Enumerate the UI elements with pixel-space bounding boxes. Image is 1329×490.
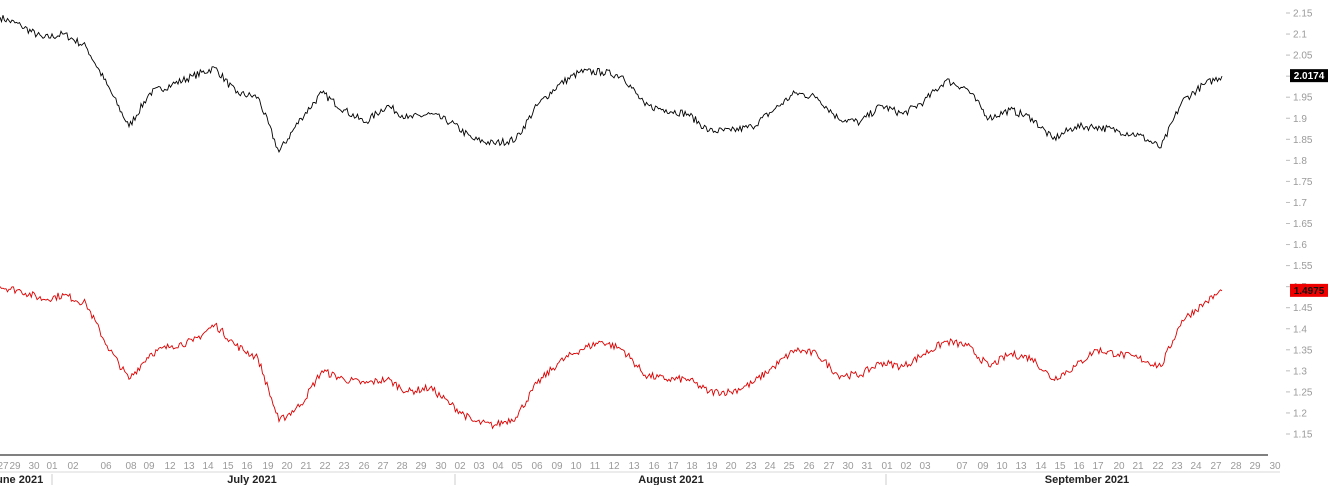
x-tick-label: 30 xyxy=(842,461,854,472)
x-tick-label: 03 xyxy=(473,461,485,472)
x-tick-label: 18 xyxy=(686,461,698,472)
x-month-label: June 2021 xyxy=(0,474,43,485)
y-tick-label: 1.45 xyxy=(1293,303,1313,314)
y-tick-label: 1.7 xyxy=(1293,198,1307,209)
x-tick-label: 23 xyxy=(338,461,350,472)
x-tick-label: 01 xyxy=(881,461,893,472)
x-tick-label: 14 xyxy=(202,461,214,472)
y-tick-label: 1.65 xyxy=(1293,219,1313,230)
y-tick-label: 1.95 xyxy=(1293,93,1313,104)
last-value-badges: 2.0174 1.4975 xyxy=(1290,69,1328,297)
x-tick-label: 16 xyxy=(1073,461,1085,472)
x-tick-label: 26 xyxy=(803,461,815,472)
x-tick-label: 06 xyxy=(531,461,543,472)
x-tick-label: 13 xyxy=(183,461,195,472)
x-tick-label: 30 xyxy=(1269,461,1281,472)
y-tick-label: 1.25 xyxy=(1293,387,1313,398)
y-tick-label: 1.2 xyxy=(1293,408,1307,419)
x-tick-label: 13 xyxy=(1015,461,1027,472)
x-tick-label: 16 xyxy=(241,461,253,472)
y-tick-label: 1.55 xyxy=(1293,261,1313,272)
x-tick-label: 23 xyxy=(745,461,757,472)
x-tick-label: 29 xyxy=(9,461,21,472)
x-tick-label: 28 xyxy=(1230,461,1242,472)
y-tick-label: 2.15 xyxy=(1293,9,1313,20)
x-tick-label: 17 xyxy=(667,461,679,472)
x-tick-label: 26 xyxy=(358,461,370,472)
y-tick-label: 1.9 xyxy=(1293,114,1307,125)
y-tick-label: 2.05 xyxy=(1293,51,1313,62)
x-tick-label: 29 xyxy=(1249,461,1261,472)
y-tick-label: 2.1 xyxy=(1293,30,1307,41)
x-tick-label: 21 xyxy=(300,461,312,472)
x-tick-label: 30 xyxy=(435,461,447,472)
x-tick-label: 24 xyxy=(1190,461,1202,472)
x-tick-label: 21 xyxy=(1132,461,1144,472)
x-month-label: July 2021 xyxy=(227,474,277,485)
x-tick-label: 03 xyxy=(919,461,931,472)
x-tick-label: 29 xyxy=(415,461,427,472)
x-tick-label: 20 xyxy=(281,461,293,472)
x-tick-label: 17 xyxy=(1092,461,1104,472)
series-layer xyxy=(0,15,1223,430)
series-line-1 xyxy=(0,286,1223,430)
x-tick-label: 28 xyxy=(396,461,408,472)
last-value-badge-bg xyxy=(1290,283,1328,297)
y-tick-label: 1.8 xyxy=(1293,156,1307,167)
x-tick-label: 16 xyxy=(648,461,660,472)
last-value-badge-bg xyxy=(1290,69,1328,83)
x-tick-label: 09 xyxy=(551,461,563,472)
x-tick-label: 22 xyxy=(1152,461,1164,472)
x-tick-label: 11 xyxy=(590,461,601,472)
x-tick-label: 07 xyxy=(956,461,968,472)
x-tick-label: 31 xyxy=(861,461,873,472)
y-tick-label: 1.35 xyxy=(1293,345,1313,356)
x-tick-label: 08 xyxy=(125,461,137,472)
y-tick-label: 1.75 xyxy=(1293,177,1313,188)
x-tick-label: 13 xyxy=(628,461,640,472)
y-tick-label: 1.6 xyxy=(1293,240,1307,251)
series-line-0 xyxy=(0,15,1223,153)
x-tick-label: 15 xyxy=(1054,461,1066,472)
x-tick-label: 12 xyxy=(608,461,620,472)
x-tick-label: 10 xyxy=(570,461,582,472)
y-tick-label: 1.4 xyxy=(1293,324,1307,335)
x-tick-label: 09 xyxy=(977,461,989,472)
y-tick-label: 1.15 xyxy=(1293,430,1313,441)
x-tick-label: 20 xyxy=(725,461,737,472)
x-tick-label: 05 xyxy=(511,461,523,472)
x-tick-label: 27 xyxy=(377,461,389,472)
y-tick-label: 1.85 xyxy=(1293,135,1313,146)
x-tick-label: 09 xyxy=(143,461,155,472)
x-tick-label: 27 xyxy=(0,461,9,472)
x-tick-label: 27 xyxy=(823,461,835,472)
x-tick-label: 20 xyxy=(1113,461,1125,472)
x-tick-label: 19 xyxy=(262,461,274,472)
x-tick-label: 02 xyxy=(67,461,79,472)
x-tick-label: 14 xyxy=(1035,461,1047,472)
x-tick-label: 06 xyxy=(100,461,112,472)
last-value-badge: 2.0174 xyxy=(1294,71,1325,82)
x-tick-label: 02 xyxy=(900,461,912,472)
x-tick-label: 30 xyxy=(28,461,40,472)
x-tick-label: 19 xyxy=(706,461,718,472)
x-month-label: August 2021 xyxy=(638,474,703,485)
x-tick-label: 23 xyxy=(1171,461,1183,472)
x-tick-label: 27 xyxy=(1210,461,1222,472)
x-tick-label: 12 xyxy=(164,461,176,472)
x-tick-label: 22 xyxy=(319,461,331,472)
x-tick-label: 25 xyxy=(783,461,795,472)
x-tick-label: 02 xyxy=(454,461,466,472)
x-tick-label: 24 xyxy=(764,461,776,472)
x-axis: 27 29 30 01 02 06 08 09 12 13 14 15 16 19 20 21 22 23 26 27… xyxy=(0,454,1281,486)
x-month-label: September 2021 xyxy=(1045,474,1129,485)
x-tick-label: 10 xyxy=(996,461,1008,472)
x-tick-label: 01 xyxy=(46,461,58,472)
last-value-badge: 1.4975 xyxy=(1294,286,1325,297)
y-tick-label: 1.3 xyxy=(1293,366,1307,377)
x-tick-label: 04 xyxy=(492,461,504,472)
x-tick-label: 15 xyxy=(222,461,234,472)
